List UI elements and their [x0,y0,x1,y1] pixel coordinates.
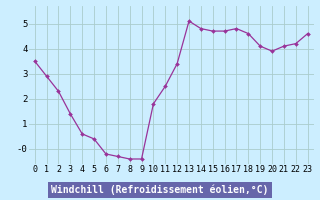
Text: Windchill (Refroidissement éolien,°C): Windchill (Refroidissement éolien,°C) [51,185,269,195]
